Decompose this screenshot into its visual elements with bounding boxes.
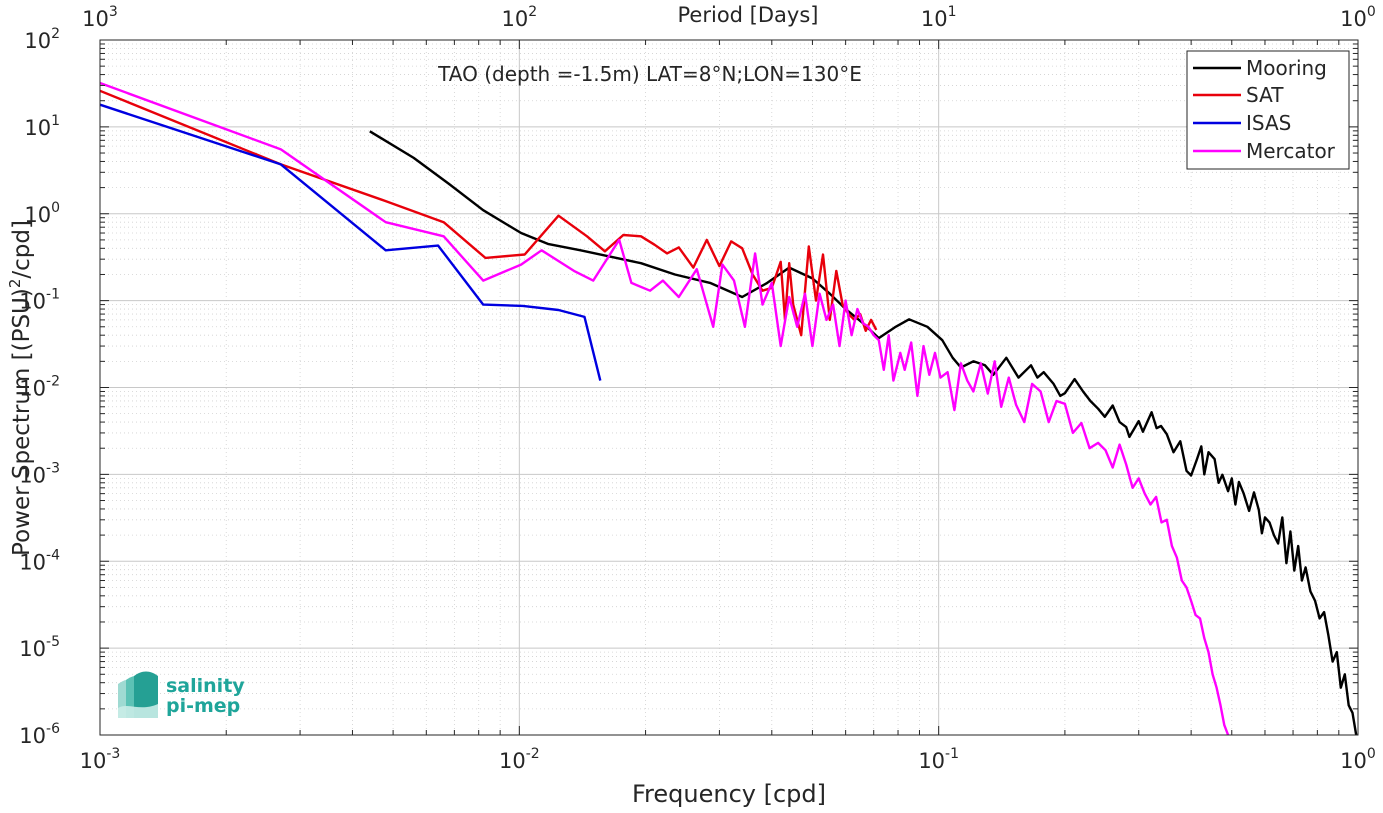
logo-text-line2: pi-mep <box>166 695 240 717</box>
legend-label-mooring: Mooring <box>1246 56 1327 80</box>
y-tick-label-exponent: -4 <box>46 547 60 563</box>
y-tick-label-exponent: 0 <box>51 200 60 216</box>
x-tick-label-exponent: -2 <box>526 746 540 762</box>
x2-tick-label-exponent: 1 <box>948 4 957 20</box>
minor-grid <box>100 40 1358 735</box>
series-line-mercator <box>99 81 1230 736</box>
series-line-isas <box>99 103 602 381</box>
x-tick-label-exponent: -3 <box>106 746 120 762</box>
y-tick-label: 10-2 <box>19 374 60 401</box>
series-line-mooring <box>369 130 1358 736</box>
x2-axis-label: Period [Days] <box>678 3 819 27</box>
y-tick-label-exponent: -3 <box>46 460 60 476</box>
y-tick-label-exponent: 1 <box>51 113 60 129</box>
x2-tick-label-exponent: 0 <box>1367 4 1376 20</box>
y-tick-label-exponent: -2 <box>46 374 60 390</box>
legend-label-isas: ISAS <box>1246 111 1291 135</box>
x-tick-label: 10-3 <box>80 746 121 773</box>
logo-text-line1: salinity <box>166 675 245 697</box>
y-axis-label: Power Spectrum [(PSU)2/cpd] <box>6 220 35 556</box>
x2-tick-label-exponent: 3 <box>109 4 118 20</box>
y-tick-label-exponent: -5 <box>46 634 60 650</box>
chart-title: TAO (depth =-1.5m) LAT=8°N;LON=130°E <box>437 62 862 86</box>
y-axis-label-exponent: 2 <box>6 279 24 289</box>
legend-box <box>1186 50 1350 170</box>
legend: Mooring SAT ISAS Mercator <box>1186 50 1350 170</box>
y-axis-label-main: Power Spectrum [(PSU) <box>9 288 35 556</box>
y-tick-label-exponent: -6 <box>46 721 60 737</box>
y-tick-label-exponent: 2 <box>51 26 60 42</box>
logo-wave-icon <box>118 671 158 718</box>
x-tick-label-exponent: 0 <box>1367 746 1376 762</box>
ticks-layer <box>99 39 1359 736</box>
x-tick-label: 10-1 <box>918 746 959 773</box>
y-tick-label-exponent: -1 <box>46 287 60 303</box>
x2-tick-label-exponent: 2 <box>528 4 537 20</box>
legend-label-sat: SAT <box>1246 83 1284 107</box>
x-axis-label: Frequency [cpd] <box>632 780 826 808</box>
x-tick-label-exponent: -1 <box>945 746 959 762</box>
salinity-pi-mep-logo: salinity pi-mep <box>118 671 245 718</box>
y-axis-label-tail: /cpd] <box>9 220 35 279</box>
series-layer <box>99 81 1358 736</box>
legend-label-mercator: Mercator <box>1246 139 1336 163</box>
